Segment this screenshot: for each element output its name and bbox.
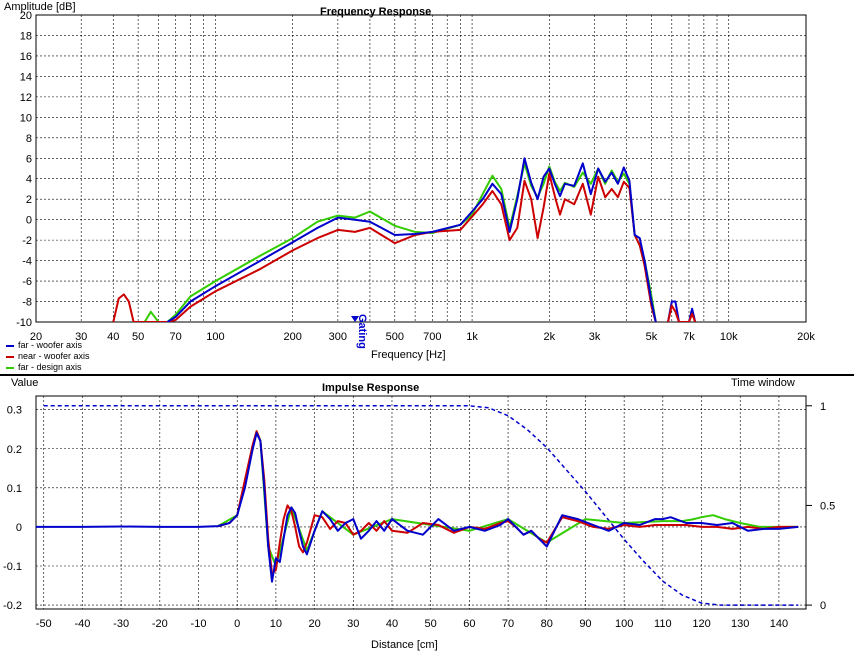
frequency-x-axis-label: Frequency [Hz]	[371, 349, 446, 361]
plot-border	[35, 395, 807, 610]
x-tick-label: -40	[74, 618, 90, 630]
y-tick-label: -4	[22, 256, 32, 268]
frequency-y-axis-label: Amplitude [dB]	[4, 1, 76, 13]
y-tick-label: -0.2	[3, 600, 22, 612]
series-line	[667, 304, 697, 322]
gating-marker	[351, 316, 360, 322]
legend-label: far - woofer axis	[18, 340, 83, 350]
series-line	[166, 157, 657, 322]
x-tick-label: -50	[36, 618, 52, 630]
y-tick-label: 16	[20, 51, 32, 63]
x-tick-label: 40	[107, 331, 119, 343]
y-tick-label: 10	[20, 112, 32, 124]
time-window-line	[43, 405, 799, 606]
y2-tick-label: 1	[820, 401, 826, 413]
x-tick-label: 110	[654, 618, 672, 630]
x-tick-label: 90	[579, 618, 591, 630]
series-group	[36, 405, 799, 606]
y2-tick-label: 0.5	[820, 500, 835, 512]
x-tick-label: 0	[234, 618, 240, 630]
x-tick-label: 40	[386, 618, 398, 630]
series-line	[667, 300, 697, 322]
impulse-y-axis-label: Value	[11, 377, 39, 389]
y-tick-label: -6	[22, 276, 32, 288]
impulse-response-chart: -0.2-0.100.10.20.3-50 -40 -30 -20 -10 0 10 20 30…	[3, 395, 835, 630]
y-tick-label: 0.3	[7, 405, 22, 417]
legend-item: near - woofer axis	[6, 351, 90, 362]
y-tick-label: 8	[26, 133, 32, 145]
y-tick-label: 12	[20, 92, 32, 104]
x-tick-label: 300	[329, 331, 347, 343]
x-tick-label: 140	[770, 618, 788, 630]
plot-area	[36, 15, 806, 322]
plot-border	[35, 14, 807, 323]
x-tick-label: 7k	[683, 331, 695, 343]
y-tick-label: 4	[26, 174, 32, 186]
time-window-axis-label: Time window	[731, 377, 795, 389]
x-tick-label: 130	[731, 618, 749, 630]
y-tick-label: 0	[16, 522, 22, 534]
y-tick-label: -10	[16, 317, 32, 329]
legend-label: far - design axis	[18, 362, 82, 372]
legend-item: far - woofer axis	[6, 340, 90, 351]
x-tick-label: -10	[191, 618, 207, 630]
y-tick-label: -8	[22, 297, 32, 309]
frequency-response-chart: -10 -8 -6 -4 -2 0 2 4 6 8 10 12 14 16 18 20 20 30 40 50 70 10…	[16, 10, 815, 349]
x-tick-label: 30	[347, 618, 359, 630]
impulse-x-axis-label: Distance [cm]	[371, 639, 438, 651]
y-tick-label: 0	[26, 215, 32, 227]
y-tick-label: 18	[20, 30, 32, 42]
x-tick-label: 50	[132, 331, 144, 343]
x-tick-label: 5k	[646, 331, 658, 343]
y-tick-label: 14	[20, 71, 32, 83]
x-tick-label: 700	[423, 331, 441, 343]
plot-area	[36, 396, 806, 609]
series-group	[112, 157, 697, 322]
x-tick-label: 200	[283, 331, 301, 343]
x-tick-label: 100	[615, 618, 633, 630]
x-tick-label: 1k	[466, 331, 478, 343]
y-tick-label: 20	[20, 10, 32, 22]
x-tick-label: 70	[502, 618, 514, 630]
frequency-chart-title: Frequency Response	[320, 6, 432, 18]
legend-swatch	[6, 344, 14, 347]
x-tick-label: 60	[463, 618, 475, 630]
x-tick-label: 10k	[720, 331, 738, 343]
series-line	[36, 432, 799, 583]
y2-tick-label: 0	[820, 600, 826, 612]
x-tick-label: 30	[75, 331, 87, 343]
y-tick-label: -0.1	[3, 561, 22, 573]
x-tick-label: -20	[152, 618, 168, 630]
gating-label: Gating	[356, 314, 368, 349]
x-tick-label: 10	[270, 618, 282, 630]
frequency-legend: far - woofer axis near - woofer axis far…	[6, 340, 90, 373]
impulse-chart-title: Impulse Response	[322, 382, 420, 394]
x-tick-label: 20	[308, 618, 320, 630]
legend-item: far - design axis	[6, 362, 90, 373]
legend-swatch	[6, 366, 14, 369]
y-tick-label: 6	[26, 153, 32, 165]
x-tick-label: -30	[113, 618, 129, 630]
x-tick-label: 2k	[544, 331, 556, 343]
panel-divider	[0, 374, 854, 376]
x-tick-label: 80	[541, 618, 553, 630]
x-tick-label: 70	[170, 331, 182, 343]
x-tick-label: 20	[30, 331, 42, 343]
y-tick-label: 0.1	[7, 483, 22, 495]
x-tick-label: 50	[425, 618, 437, 630]
y-tick-label: -2	[22, 235, 32, 247]
legend-label: near - woofer axis	[18, 351, 90, 361]
y-tick-label: 0.2	[7, 444, 22, 456]
x-tick-label: 100	[206, 331, 224, 343]
x-tick-label: 3k	[589, 331, 601, 343]
series-line	[112, 172, 657, 322]
x-tick-label: 500	[386, 331, 404, 343]
y-tick-label: 2	[26, 194, 32, 206]
x-tick-label: 120	[692, 618, 710, 630]
x-tick-label: 20k	[797, 331, 815, 343]
legend-swatch	[6, 355, 14, 358]
